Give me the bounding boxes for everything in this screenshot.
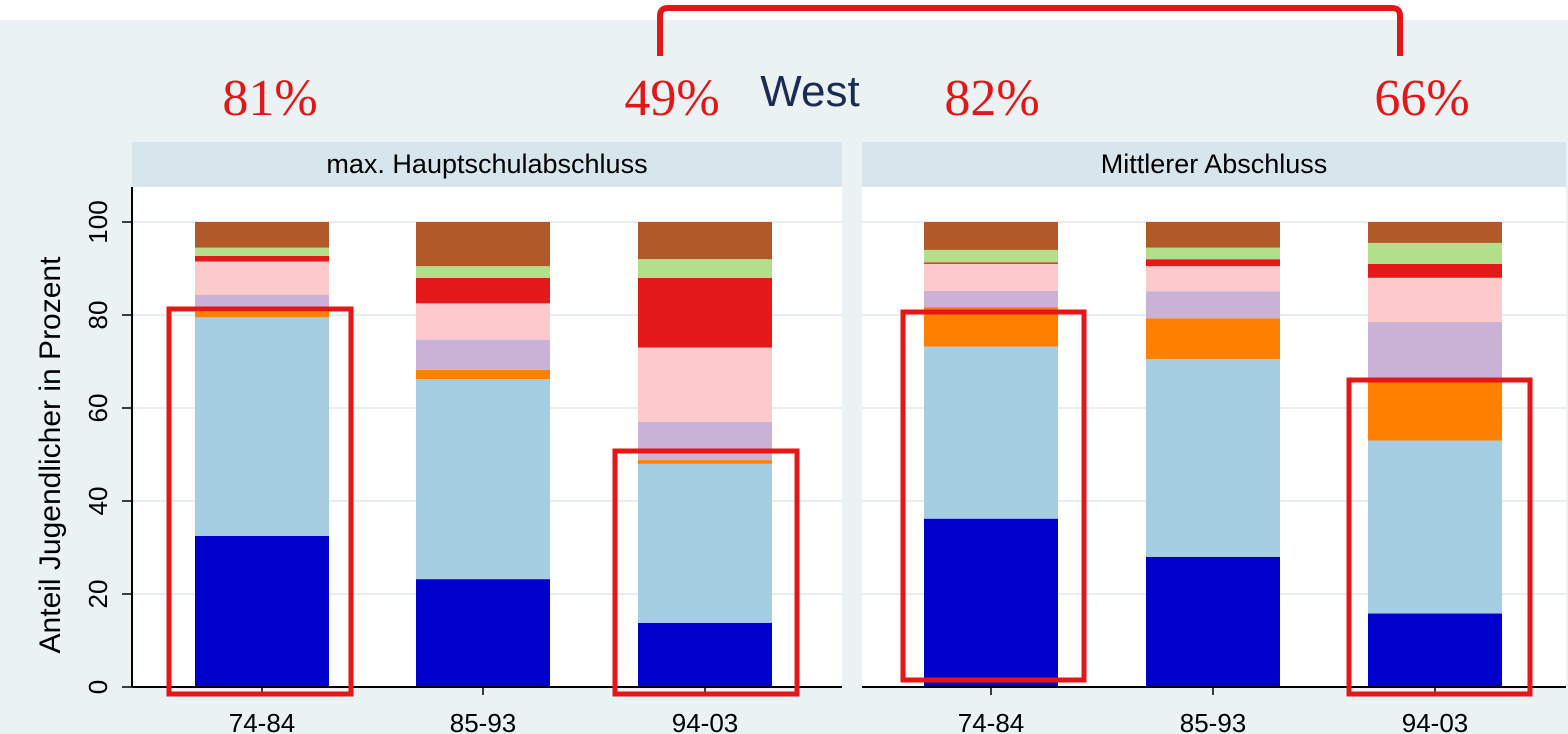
- bar-segment: [924, 222, 1058, 250]
- bar-segment: [416, 222, 550, 267]
- bar-segment: [1146, 222, 1280, 248]
- bar-segment: [195, 247, 329, 256]
- bar-segment: [1368, 440, 1502, 614]
- bar-segment: [1146, 556, 1280, 687]
- highlight-box-ma-94-03: [1346, 377, 1533, 697]
- bar-segment: [416, 277, 550, 304]
- bar-segment: [924, 290, 1058, 308]
- highlight-box-hs-74-84: [166, 306, 354, 697]
- annotation-82: 82%: [944, 70, 1039, 127]
- panel-title-strip: [132, 142, 842, 187]
- annotation-49: 49%: [624, 70, 719, 127]
- annotation-81: 81%: [222, 70, 317, 127]
- highlight-box-hs-94-03: [612, 448, 800, 697]
- y-tick-label: 100: [83, 200, 113, 243]
- bar-segment: [1368, 380, 1502, 441]
- x-tick-label: 74-84: [958, 708, 1025, 734]
- x-tick-label: 85-93: [1180, 708, 1247, 734]
- highlight-box-ma-74-84: [900, 309, 1087, 683]
- x-tick-label: 85-93: [450, 708, 517, 734]
- y-tick-label: 60: [83, 394, 113, 423]
- y-tick-label: 0: [83, 680, 113, 694]
- panel-1: max. Hauptschulabschluss 74-84 85-93 94-03: [132, 142, 842, 734]
- x-tick-label: 74-84: [229, 708, 296, 734]
- bar-segment: [638, 277, 772, 348]
- bar-segment: [924, 262, 1058, 264]
- bar-segment: [924, 518, 1058, 687]
- bar-segment: [195, 261, 329, 296]
- bar-segment: [638, 463, 772, 623]
- bar-segment: [1368, 242, 1502, 264]
- bar-segment: [416, 303, 550, 340]
- y-tick-label: 80: [83, 301, 113, 330]
- bar-segment: [1368, 222, 1502, 243]
- bar-segment: [416, 579, 550, 687]
- panel-title: max. Hauptschulabschluss: [326, 149, 647, 179]
- bar-segment: [1368, 321, 1502, 381]
- bar-segment: [195, 317, 329, 536]
- chart-title: West: [760, 67, 859, 116]
- bar-segment: [195, 222, 329, 248]
- y-tick-label: 20: [83, 580, 113, 609]
- bar-segment: [195, 535, 329, 687]
- highlight-boxes: [166, 306, 1533, 697]
- comparison-bracket: [657, 5, 1403, 56]
- bar-segment: [924, 346, 1058, 519]
- bar-segment: [638, 622, 772, 687]
- bar-segment: [416, 369, 550, 380]
- x-tick-label: 94-03: [672, 708, 739, 734]
- bar-segment: [924, 249, 1058, 263]
- bar-segment: [1368, 613, 1502, 687]
- bar-segment: [1146, 291, 1280, 319]
- bar-segment: [1146, 266, 1280, 292]
- y-tick-label: 40: [83, 487, 113, 516]
- bar-segment: [416, 339, 550, 370]
- bar-segment: [1146, 259, 1280, 267]
- y-axis: 0 20 40 60 80 100: [83, 187, 133, 694]
- bar-segment: [924, 263, 1058, 291]
- bar-segment: [416, 379, 550, 580]
- x-tick-label: 94-03: [1402, 708, 1469, 734]
- bar-segment: [638, 421, 772, 461]
- bar-segment: [1146, 247, 1280, 260]
- bar-segment: [1368, 263, 1502, 278]
- bar-segment: [195, 255, 329, 262]
- panel-2: Mittlerer Abschluss 74-84 85-93 94-03: [862, 142, 1566, 734]
- bar-segment: [1368, 277, 1502, 322]
- bar-segment: [416, 266, 550, 278]
- panel-title: Mittlerer Abschluss: [1101, 149, 1328, 179]
- bar-segment: [1146, 318, 1280, 360]
- bar-segment: [638, 259, 772, 278]
- panel-title-strip: [862, 142, 1566, 187]
- bar-segment: [638, 222, 772, 260]
- bar-segment: [638, 460, 772, 464]
- annotation-66: 66%: [1374, 70, 1469, 127]
- bar-segment: [1146, 359, 1280, 557]
- bar-segment: [195, 311, 329, 318]
- bar-segment: [638, 347, 772, 422]
- y-axis-label: Anteil Jugendlicher in Prozent: [34, 256, 67, 654]
